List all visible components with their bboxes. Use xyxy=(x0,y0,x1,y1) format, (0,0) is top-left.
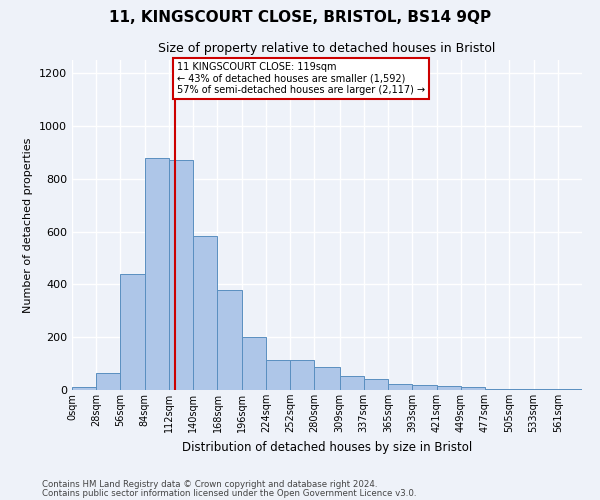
Text: 11 KINGSCOURT CLOSE: 119sqm
← 43% of detached houses are smaller (1,592)
57% of : 11 KINGSCOURT CLOSE: 119sqm ← 43% of det… xyxy=(177,62,425,95)
Title: Size of property relative to detached houses in Bristol: Size of property relative to detached ho… xyxy=(158,42,496,54)
Bar xyxy=(193,236,217,390)
Bar xyxy=(509,388,533,390)
Bar xyxy=(145,158,169,390)
Bar xyxy=(169,160,193,390)
Bar xyxy=(412,385,437,390)
X-axis label: Distribution of detached houses by size in Bristol: Distribution of detached houses by size … xyxy=(182,440,472,454)
Bar xyxy=(72,387,96,390)
Text: 11, KINGSCOURT CLOSE, BRISTOL, BS14 9QP: 11, KINGSCOURT CLOSE, BRISTOL, BS14 9QP xyxy=(109,10,491,25)
Bar xyxy=(461,388,485,390)
Bar xyxy=(290,360,314,390)
Bar xyxy=(242,336,266,390)
Bar xyxy=(388,384,412,390)
Bar xyxy=(266,360,290,390)
Text: Contains HM Land Registry data © Crown copyright and database right 2024.: Contains HM Land Registry data © Crown c… xyxy=(42,480,377,489)
Bar xyxy=(217,290,242,390)
Bar xyxy=(364,379,388,390)
Bar xyxy=(437,386,461,390)
Bar xyxy=(340,376,364,390)
Text: Contains public sector information licensed under the Open Government Licence v3: Contains public sector information licen… xyxy=(42,489,416,498)
Bar xyxy=(314,367,340,390)
Bar xyxy=(533,389,558,390)
Y-axis label: Number of detached properties: Number of detached properties xyxy=(23,138,34,312)
Bar xyxy=(121,274,145,390)
Bar xyxy=(485,388,509,390)
Bar xyxy=(96,373,121,390)
Bar xyxy=(558,389,582,390)
